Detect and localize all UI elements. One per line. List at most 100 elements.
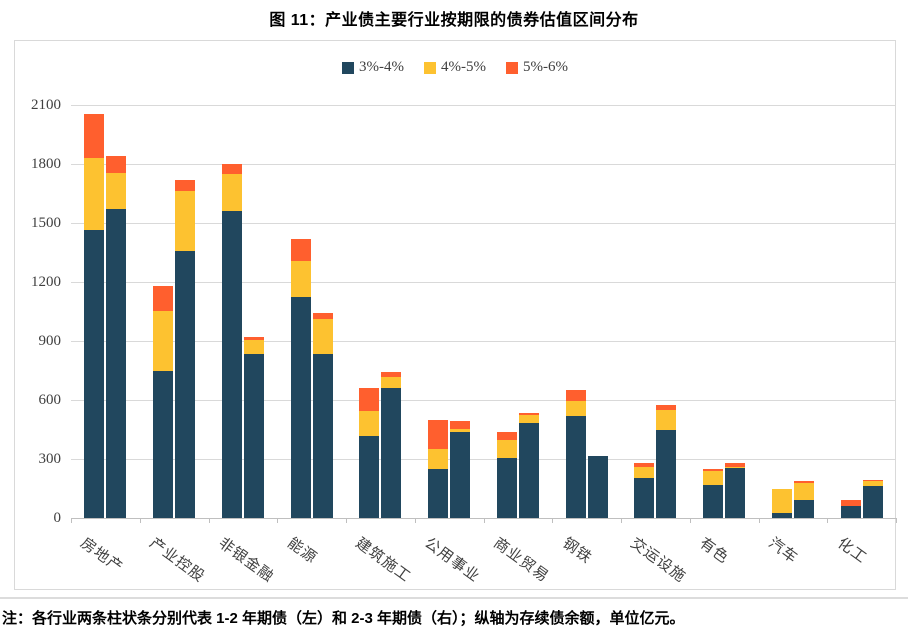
bar-segment xyxy=(84,158,105,230)
bar-segment xyxy=(175,250,196,518)
bar-segment xyxy=(175,179,196,191)
x-axis-category-label: 非银金融 xyxy=(215,535,277,586)
bar-segment xyxy=(703,470,724,485)
axis-tick xyxy=(758,518,760,523)
bar-segment xyxy=(793,500,814,518)
x-axis-category-label: 交运设施 xyxy=(627,535,689,586)
bar-segment xyxy=(725,466,746,468)
bottom-divider xyxy=(0,597,908,599)
bar-segment xyxy=(312,353,333,518)
x-axis-category-label: 能源 xyxy=(283,535,320,567)
bar-segment xyxy=(243,353,264,518)
gridline xyxy=(71,282,896,283)
bar-segment xyxy=(312,319,333,354)
legend-swatch-icon xyxy=(342,61,354,74)
y-axis-tick-label: 300 xyxy=(38,451,62,467)
legend-label: 5%-6% xyxy=(523,59,568,75)
bar-segment xyxy=(496,440,517,459)
bar-segment xyxy=(587,456,608,518)
bar-segment xyxy=(656,404,677,410)
bar-segment xyxy=(634,466,655,478)
y-axis-tick-label: 600 xyxy=(38,392,62,408)
bar-segment xyxy=(656,429,677,518)
legend-label: 4%-5% xyxy=(441,59,486,75)
axis-tick xyxy=(208,518,210,523)
bar-segment xyxy=(359,410,380,437)
axis-tick xyxy=(414,518,416,523)
bar-segment xyxy=(153,285,174,311)
bar-segment xyxy=(771,488,792,514)
bar-segment xyxy=(862,485,883,518)
bar-segment xyxy=(221,164,242,174)
legend: 3%-4% 4%-5% 5%-6% xyxy=(15,59,895,76)
bar-segment xyxy=(703,468,724,471)
x-axis-category-label: 商业贸易 xyxy=(490,535,552,586)
bar-segment xyxy=(153,310,174,372)
axis-tick xyxy=(346,518,347,523)
x-axis-category-label: 房地产 xyxy=(77,535,126,577)
bar-segment xyxy=(450,420,471,429)
gridline xyxy=(71,400,896,401)
axis-tick xyxy=(71,518,72,523)
gridline xyxy=(71,341,896,342)
chart-title: 图 11：产业债主要行业按期限的债券估值区间分布 xyxy=(269,12,639,29)
x-axis-category-label: 汽车 xyxy=(765,535,801,567)
bar-segment xyxy=(84,113,105,159)
bar-segment xyxy=(565,400,586,416)
bar-segment xyxy=(793,480,814,483)
legend-swatch-icon xyxy=(506,61,518,74)
gridline xyxy=(71,223,896,224)
bar-segment xyxy=(84,229,105,518)
axis-tick xyxy=(827,518,829,523)
bar-segment xyxy=(221,173,242,212)
axis-tick xyxy=(552,518,554,523)
bar-segment xyxy=(359,388,380,411)
bar-segment xyxy=(565,390,586,401)
bar-segment xyxy=(496,432,517,441)
legend-item: 5%-6% xyxy=(506,59,568,76)
bar-segment xyxy=(496,458,517,518)
bar-segment xyxy=(381,388,402,518)
bar-segment xyxy=(862,480,883,486)
bar-segment xyxy=(634,462,655,467)
axis-tick xyxy=(139,518,141,523)
bar-segment xyxy=(359,436,380,518)
bar-segment xyxy=(243,337,264,341)
bar-segment xyxy=(862,479,883,481)
bar-segment xyxy=(106,209,127,518)
bar-segment xyxy=(106,172,127,210)
bar-segment xyxy=(106,156,127,173)
y-axis-tick-label: 1500 xyxy=(31,215,61,231)
bar-segment xyxy=(175,190,196,251)
x-axis-category-label: 建筑施工 xyxy=(352,535,414,586)
legend-item: 3%-4% xyxy=(342,59,404,76)
bar-segment xyxy=(221,211,242,518)
bar-segment xyxy=(290,296,311,518)
bar-segment xyxy=(565,415,586,518)
x-axis-category-label: 产业控股 xyxy=(146,535,208,586)
x-axis-category-label: 化工 xyxy=(833,535,870,567)
y-axis-tick-label: 1800 xyxy=(31,156,61,172)
gridline xyxy=(71,164,896,165)
bar-segment xyxy=(725,462,746,467)
bar-segment xyxy=(656,409,677,430)
bar-segment xyxy=(771,513,792,518)
y-axis-tick-label: 900 xyxy=(38,333,62,349)
bar-segment xyxy=(840,500,861,507)
axis-tick xyxy=(896,518,897,523)
bar-segment xyxy=(381,377,402,389)
x-axis-category-label: 公用事业 xyxy=(421,535,483,586)
bar-segment xyxy=(243,340,264,354)
chart-frame: 3%-4% 4%-5% 5%-6% 0 300 600 900 1200 1500 1800 21… xyxy=(14,40,897,590)
y-axis-tick-label: 0 xyxy=(53,510,62,526)
bar-segment xyxy=(518,414,539,423)
gridline xyxy=(71,459,896,460)
bar-segment xyxy=(290,261,311,297)
legend-item: 4%-5% xyxy=(424,59,486,76)
bar-segment xyxy=(290,238,311,262)
axis-tick xyxy=(277,518,279,523)
footnote: 注：各行业两条柱状条分别代表 1-2 年期债（左）和 2-3 年期债（右）；纵轴… xyxy=(2,610,685,627)
axis-tick xyxy=(689,518,691,523)
gridline xyxy=(71,105,896,106)
bar-segment xyxy=(428,419,449,450)
